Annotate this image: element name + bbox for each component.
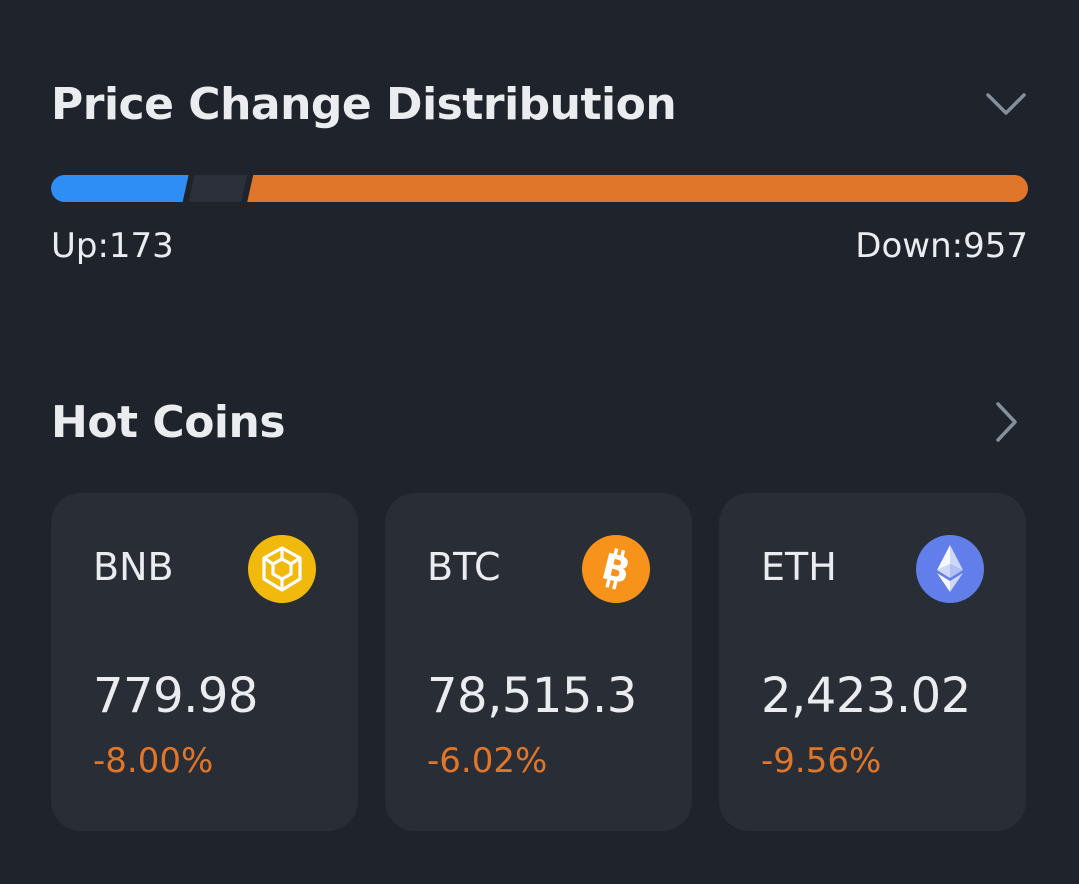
distribution-labels: Up:173 Down:957 bbox=[51, 226, 1028, 266]
eth-icon bbox=[916, 535, 984, 603]
btc-icon: B bbox=[582, 535, 650, 603]
hot-coins-header[interactable]: Hot Coins bbox=[51, 390, 1028, 454]
price-change-distribution-header[interactable]: Price Change Distribution bbox=[51, 72, 1028, 136]
coin-card-bnb[interactable]: BNB 779.98 -8.00% bbox=[51, 493, 358, 831]
coin-card-btc[interactable]: BTC B 78,515.3 -6.02% bbox=[385, 493, 692, 831]
coin-symbol: BTC bbox=[427, 545, 501, 589]
coin-change: -9.56% bbox=[761, 741, 882, 781]
hot-coins-list: BNB 779.98 -8.00% BTC B bbox=[51, 493, 1028, 831]
coin-change: -8.00% bbox=[93, 741, 214, 781]
coin-price: 2,423.02 bbox=[761, 668, 971, 724]
coin-price: 779.98 bbox=[93, 668, 258, 724]
down-count-label: Down:957 bbox=[855, 226, 1028, 266]
coin-symbol: BNB bbox=[93, 545, 174, 589]
coin-change: -6.02% bbox=[427, 741, 548, 781]
flat-segment bbox=[188, 175, 248, 202]
coin-price: 78,515.3 bbox=[427, 668, 637, 724]
up-segment bbox=[51, 175, 189, 202]
section-title: Hot Coins bbox=[51, 396, 286, 448]
bnb-icon bbox=[248, 535, 316, 603]
chevron-down-icon[interactable] bbox=[984, 82, 1028, 126]
chevron-right-icon[interactable] bbox=[984, 400, 1028, 444]
coin-symbol: ETH bbox=[761, 545, 837, 589]
down-segment bbox=[247, 175, 1028, 202]
distribution-bar bbox=[51, 175, 1028, 202]
up-count-label: Up:173 bbox=[51, 226, 174, 266]
coin-card-eth[interactable]: ETH 2,423.02 -9.56% bbox=[719, 493, 1026, 831]
section-title: Price Change Distribution bbox=[51, 78, 677, 130]
